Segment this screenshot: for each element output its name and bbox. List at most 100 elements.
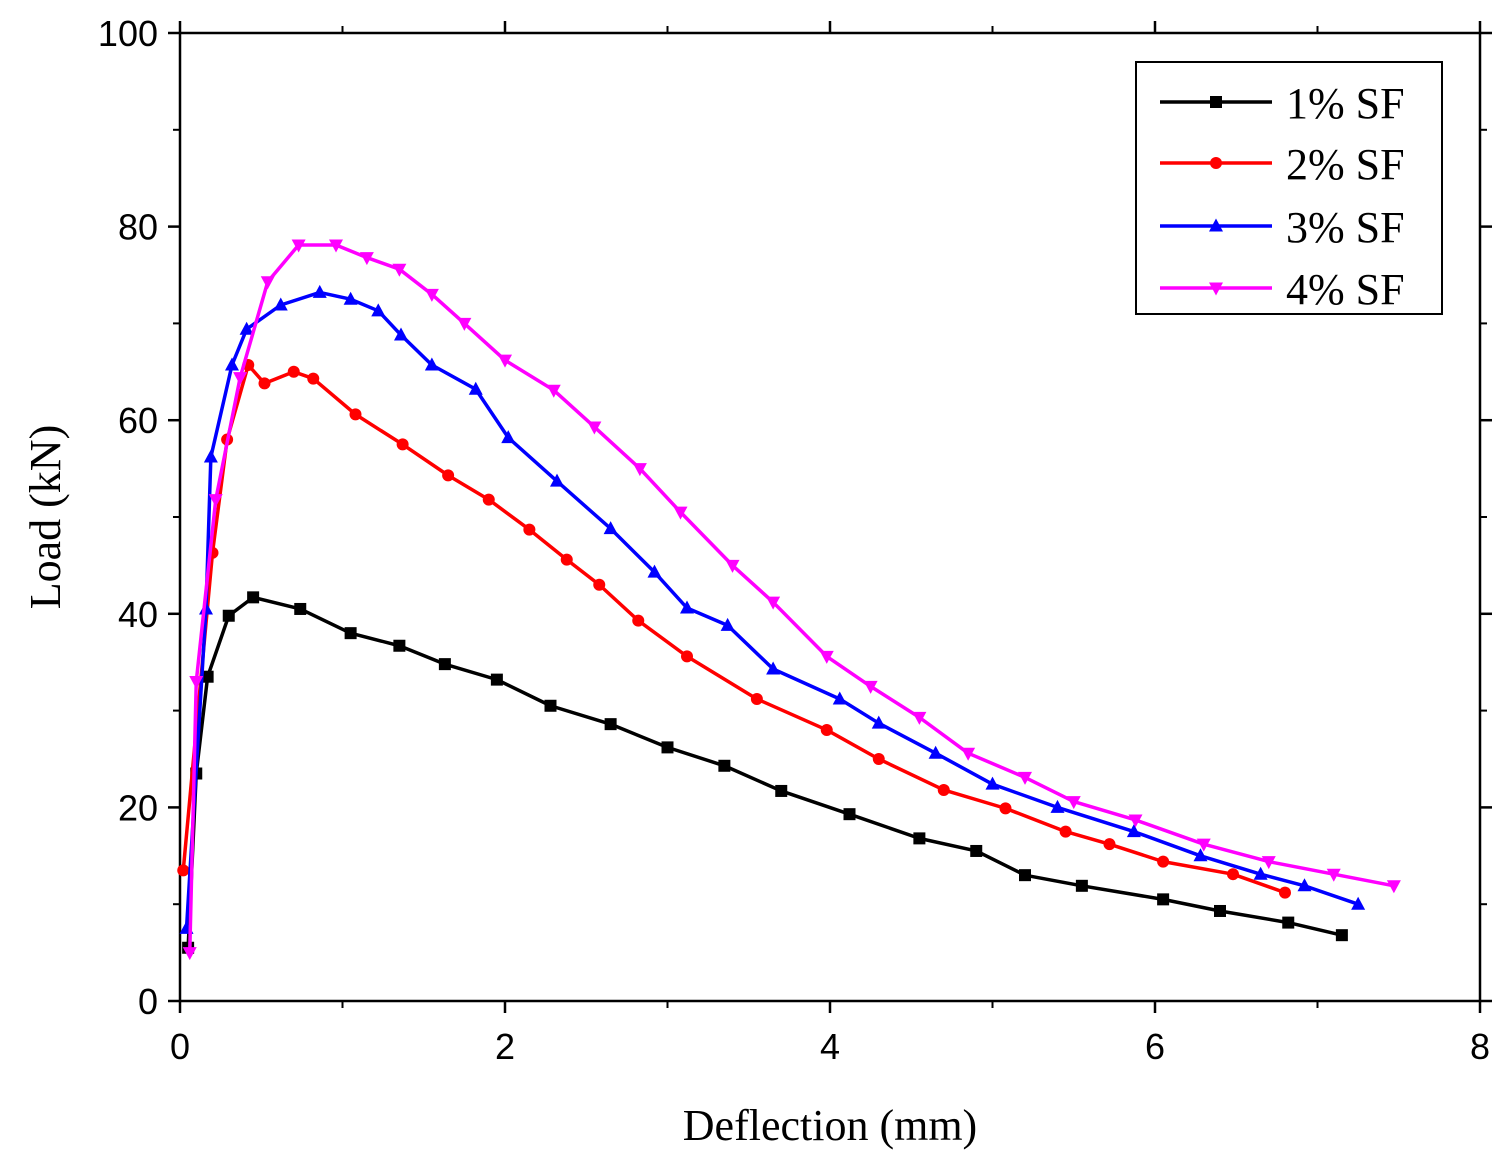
data-point <box>1018 771 1032 785</box>
data-point <box>498 354 512 368</box>
data-point <box>1126 824 1141 838</box>
data-point <box>604 718 617 731</box>
data-point <box>1066 796 1081 810</box>
data-point <box>928 745 943 759</box>
legend-item-3: 3% SF <box>1160 203 1405 252</box>
data-point <box>550 473 564 487</box>
y-tick-label: 20 <box>118 787 158 828</box>
data-point <box>273 297 288 311</box>
data-point <box>371 303 386 317</box>
y-tick-label: 40 <box>118 594 158 635</box>
data-point <box>718 759 731 772</box>
data-point <box>294 602 307 615</box>
data-point <box>203 449 218 463</box>
data-point <box>258 377 271 390</box>
data-point <box>222 609 235 622</box>
data-point <box>546 384 561 398</box>
data-point <box>344 627 357 640</box>
data-point <box>1128 814 1143 828</box>
data-point <box>912 711 927 725</box>
data-point <box>820 723 833 736</box>
data-point <box>438 658 451 671</box>
data-point <box>647 564 662 578</box>
data-point <box>1157 893 1170 906</box>
data-point <box>1019 869 1031 882</box>
data-point <box>177 864 190 877</box>
data-point <box>1193 848 1208 862</box>
data-point <box>970 844 983 857</box>
data-point <box>233 372 248 386</box>
data-point <box>291 239 306 253</box>
data-point <box>872 753 885 765</box>
data-point <box>1050 799 1065 813</box>
data-point <box>766 596 781 610</box>
data-point <box>392 263 407 277</box>
data-point <box>1103 838 1116 851</box>
legend-marker <box>1210 157 1222 169</box>
data-point <box>720 617 735 631</box>
y-tick-label: 0 <box>138 981 158 1022</box>
data-point <box>349 408 362 421</box>
data-point <box>501 430 516 444</box>
legend-label: 1% SF <box>1286 79 1405 128</box>
data-point <box>560 553 573 566</box>
data-point <box>1326 868 1341 882</box>
legend-marker <box>1209 218 1223 232</box>
data-point <box>225 357 239 371</box>
data-point <box>1157 855 1170 868</box>
legend-item-2: 2% SF <box>1160 140 1405 189</box>
data-point <box>1386 880 1401 894</box>
data-point <box>287 365 300 378</box>
legend-label: 2% SF <box>1286 140 1405 189</box>
data-point <box>201 670 214 683</box>
data-point <box>680 600 694 614</box>
y-axis-title: Load (kN) <box>21 425 70 610</box>
data-point <box>1282 916 1295 929</box>
data-point <box>1196 838 1211 852</box>
y-tick-label: 80 <box>118 207 158 248</box>
series-line <box>184 290 1359 929</box>
data-point <box>1279 886 1291 899</box>
data-point <box>189 676 204 690</box>
data-point <box>775 784 788 797</box>
legend-item-1: 1% SF <box>1160 79 1405 128</box>
data-point <box>871 715 886 729</box>
data-point <box>863 680 878 694</box>
data-point <box>424 357 439 371</box>
legend-box <box>1135 61 1443 315</box>
data-point <box>307 372 320 385</box>
x-tick-label: 4 <box>820 1026 840 1067</box>
data-point <box>544 699 557 712</box>
data-point <box>1351 896 1366 910</box>
series-line <box>188 243 1395 953</box>
x-tick-label: 8 <box>1470 1026 1490 1067</box>
y-tick-label: 100 <box>98 13 158 54</box>
data-point <box>208 494 223 508</box>
data-point <box>394 327 408 341</box>
data-point <box>632 463 647 477</box>
data-point <box>1075 879 1088 892</box>
legend: 1% SF 2% SF 3% SF 4% SF <box>1135 61 1443 315</box>
data-point <box>985 776 1000 790</box>
data-point <box>937 783 950 796</box>
data-point <box>843 808 856 821</box>
data-point <box>359 252 374 266</box>
legend-marker <box>1210 96 1222 108</box>
legend-label: 3% SF <box>1286 203 1405 252</box>
data-point <box>593 578 606 591</box>
series-2 <box>177 359 1291 899</box>
data-point <box>681 650 693 663</box>
data-point <box>661 741 674 754</box>
x-tick-label: 0 <box>170 1026 190 1067</box>
data-point <box>482 493 495 506</box>
data-point <box>632 614 645 627</box>
legend-marker <box>1209 282 1223 296</box>
data-point <box>766 661 781 675</box>
data-point <box>182 947 197 961</box>
data-point <box>442 469 455 482</box>
data-point <box>312 284 327 298</box>
data-point <box>587 421 602 435</box>
data-point <box>603 521 618 535</box>
